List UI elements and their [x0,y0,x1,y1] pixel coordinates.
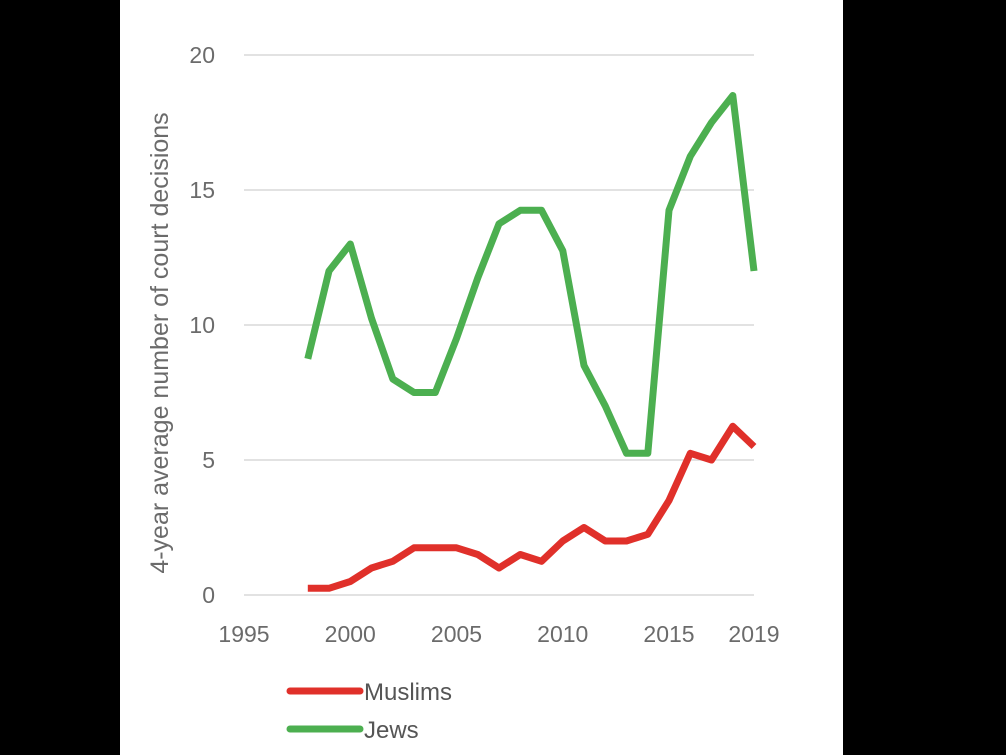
x-axis-ticks: 1995 2000 2005 2010 2015 2019 [218,621,779,647]
legend-label-muslims: Muslims [364,679,452,706]
x-tick-label: 2000 [325,621,376,647]
series-line-jews [304,92,758,457]
y-tick-label: 0 [202,582,215,608]
x-tick-label: 2019 [728,621,779,647]
series-lines [304,92,758,592]
legend: Muslims Jews [286,679,452,744]
y-tick-label: 15 [189,177,215,203]
gridlines [244,54,754,596]
chart-panel [120,0,843,755]
y-tick-label: 5 [202,447,215,473]
legend-label-jews: Jews [364,717,419,744]
x-tick-label: 1995 [218,621,269,647]
y-tick-label: 20 [189,42,215,68]
x-tick-label: 2010 [537,621,588,647]
y-axis-ticks: 0 5 10 15 20 [189,42,215,608]
y-tick-label: 10 [189,312,215,338]
x-tick-label: 2015 [643,621,694,647]
x-tick-label: 2005 [431,621,482,647]
series-line-muslims [307,422,757,592]
y-axis-title: 4-year average number of court decisions [146,112,174,573]
